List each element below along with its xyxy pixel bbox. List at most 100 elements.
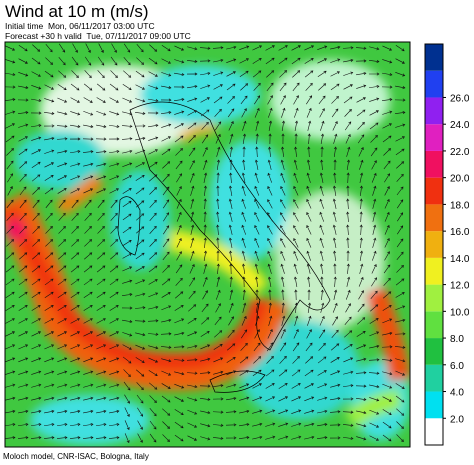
wind-arrow [240,95,248,105]
wind-arrow [44,357,55,363]
wind-arrow [372,198,377,209]
wind-arrow [395,44,405,52]
colorbar-label: 26.0 [450,93,470,104]
wind-arrow [330,71,340,77]
wind-arrow [161,395,171,403]
wind-arrow [161,370,172,376]
wind-arrow [175,277,183,286]
wind-arrow [84,252,93,260]
wind-arrow [384,237,390,248]
wind-arrow [31,124,42,128]
wind-arrow [83,423,94,427]
colorbar-band [425,44,443,71]
wind-arrow [346,159,351,170]
wind-arrow [317,423,328,427]
wind-arrow [369,397,380,402]
wind-arrow [18,58,28,64]
wind-arrow [332,120,338,131]
colorbar-label: 10.0 [450,307,470,318]
wind-arrow [267,199,273,209]
wind-arrow [188,290,196,300]
wind-arrow [265,409,276,415]
wind-arrow [229,250,233,261]
wind-arrow [161,58,171,64]
wind-arrow [83,305,93,311]
wind-arrow [278,435,289,440]
wind-arrow [109,318,119,324]
wind-arrow [186,72,198,76]
wind-arrow [214,108,222,117]
wind-arrow [83,162,94,167]
wind-arrow [293,238,299,248]
wind-arrow [333,276,337,288]
wind-arrow [254,107,260,118]
wind-arrow [95,150,107,154]
wind-arrow [252,409,263,414]
wind-arrow [44,305,54,311]
wind-arrow [203,159,208,170]
wind-arrow [135,187,145,195]
wind-arrow [58,252,67,260]
colorbar-band [425,284,443,312]
wind-arrow [294,315,299,326]
wind-arrow [31,318,41,324]
wind-arrow [265,369,275,377]
wind-arrow [83,357,94,363]
wind-arrow [395,136,405,142]
wind-arrow [44,175,54,181]
wind-arrow [320,133,325,144]
wind-arrow [109,265,119,273]
wind-arrow [320,120,325,131]
wind-arrow [317,396,328,401]
wind-arrow [241,250,246,261]
wind-arrow [110,199,118,209]
wind-arrow [382,421,392,429]
wind-arrow [18,370,29,375]
wind-arrow [345,289,351,300]
colorbar-band [425,311,443,339]
wind-arrow [135,149,146,154]
wind-arrow [83,97,93,103]
wind-arrow [216,198,220,210]
wind-arrow [136,213,145,221]
wind-arrow [216,250,220,262]
wind-arrow [213,384,224,388]
wind-arrow [227,96,235,104]
wind-arrow [176,251,182,261]
wind-arrow [242,159,246,171]
wind-arrow [369,331,380,337]
wind-arrow [332,237,337,248]
wind-arrow [175,160,183,170]
wind-arrow [19,212,27,221]
wind-arrow [31,344,42,350]
map-frame [4,41,411,448]
wind-arrow [320,146,324,158]
wind-arrow [44,370,55,375]
wind-arrow [213,96,223,104]
wind-arrow [202,146,208,157]
wind-arrow [226,396,237,401]
wind-arrow [174,59,185,64]
wind-arrow [199,46,211,50]
wind-arrow [160,332,172,336]
wind-arrow [346,211,350,223]
wind-arrow [215,303,221,313]
wind-arrow [395,111,406,115]
wind-arrow [71,212,79,221]
wind-arrow [281,133,285,145]
wind-arrow [384,186,390,196]
wind-arrow [18,148,28,156]
wind-arrow [280,250,286,261]
wind-arrow [255,315,260,326]
wind-arrow [19,173,27,182]
wind-arrow [226,383,237,388]
wind-arrow [148,357,159,363]
wind-arrow [123,381,131,391]
wind-arrow [136,57,145,65]
wind-arrow [320,289,324,301]
colorbar-label: 24.0 [450,120,470,131]
wind-arrows [5,43,406,444]
wind-arrow [122,97,133,103]
wind-arrow [174,371,185,376]
wind-arrow [291,422,302,427]
